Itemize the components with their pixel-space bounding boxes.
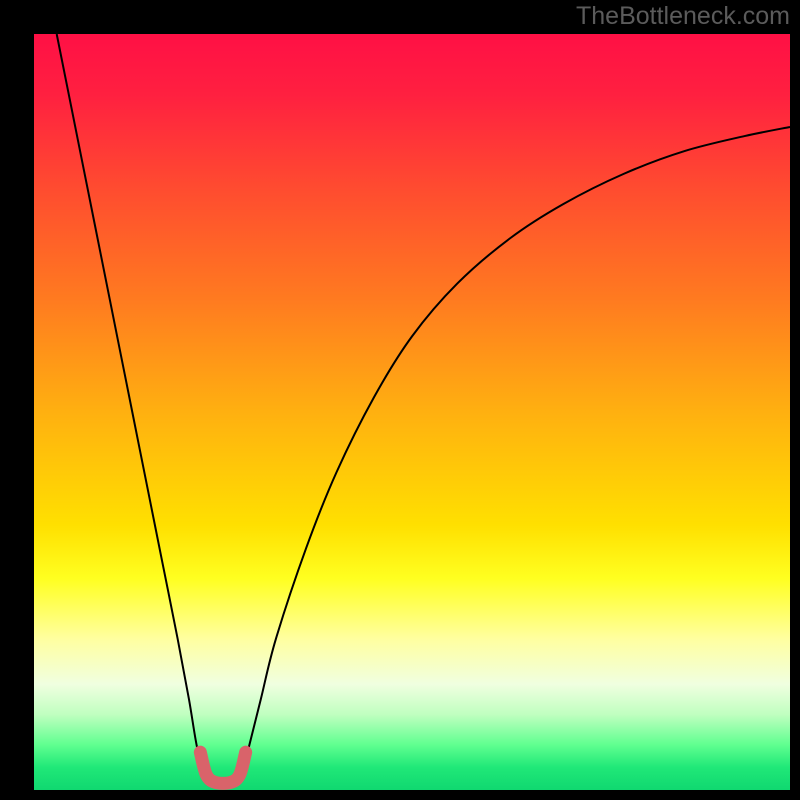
bottleneck-curve <box>57 34 790 788</box>
watermark-text: TheBottleneck.com <box>576 2 790 31</box>
optimal-range-highlight <box>200 752 245 783</box>
plot-area <box>34 34 790 790</box>
bottleneck-curve-chart <box>34 34 790 790</box>
chart-frame: TheBottleneck.com <box>0 0 800 800</box>
